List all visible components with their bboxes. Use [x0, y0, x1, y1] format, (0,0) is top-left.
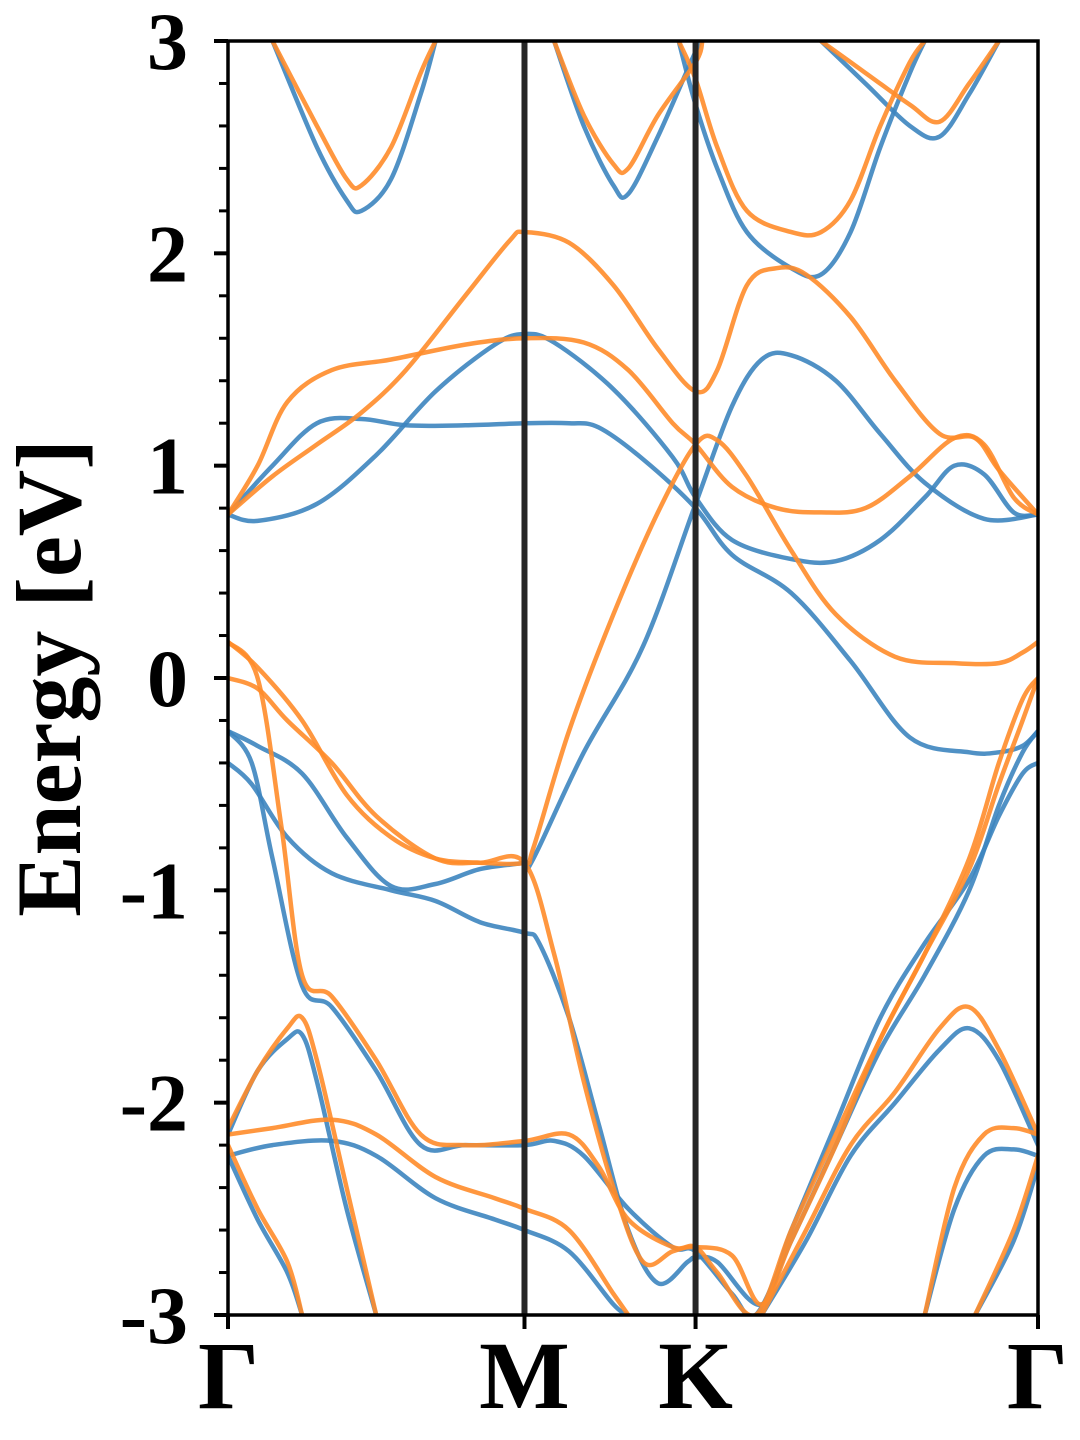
band-line-series2-9 [759, 1004, 1038, 1315]
y-tick-label: 1 [147, 421, 188, 512]
band-line-series1-14 [676, 41, 927, 280]
band-line-series1-9 [759, 1025, 1038, 1315]
band-line-series2-14 [676, 41, 927, 238]
plot-frame [226, 39, 1040, 1317]
band-line-series1-10 [922, 1146, 1038, 1315]
x-kpoint-label: K [658, 1322, 733, 1429]
band-line-series2-15 [818, 41, 1002, 125]
band-line-series1-13 [551, 41, 705, 200]
y-axis-ticks [214, 39, 228, 1317]
y-tick-label: -3 [120, 1270, 188, 1361]
band-line-series2-3 [228, 433, 1038, 867]
band-line-series1-5 [228, 728, 1038, 1315]
bands-layer [228, 41, 1038, 1315]
band-line-series1-6 [228, 1029, 379, 1315]
band-line-series2-5 [228, 639, 1038, 1315]
band-line-series1-1 [228, 331, 1038, 566]
band-line-series2-10 [922, 1125, 1038, 1315]
band-line-series2-1 [228, 229, 1038, 517]
band-line-series2-6 [228, 1013, 379, 1315]
band-line-series2-12 [270, 41, 438, 191]
band-line-series1-4 [228, 760, 1038, 1307]
x-kpoint-label: Γ [198, 1322, 259, 1429]
x-kpoint-label: Γ [1007, 1322, 1068, 1429]
y-tick-label: 0 [147, 633, 188, 724]
y-tick-label: 3 [147, 0, 188, 87]
band-line-series1-3 [228, 350, 1038, 892]
y-axis-label: Energy [eV] [0, 439, 100, 917]
band-line-series1-7 [228, 1138, 631, 1315]
band-line-series1-2 [228, 415, 1038, 756]
band-line-series2-11 [972, 1153, 1038, 1315]
band-line-series1-8 [228, 1153, 305, 1315]
x-kpoint-label: M [479, 1322, 570, 1429]
band-line-series1-12 [270, 41, 438, 215]
kpoint-dividers [521, 41, 699, 1315]
band-line-series1-15 [818, 41, 1002, 141]
y-tick-label: 2 [147, 208, 188, 299]
y-tick-label: -1 [120, 845, 188, 936]
band-line-series2-7 [228, 1117, 631, 1315]
y-tick-labels: 3 2 1 0 -1 -2 -3 [120, 0, 188, 1361]
band-line-series2-2 [228, 335, 1038, 517]
band-line-series2-8 [228, 1142, 305, 1315]
y-tick-label: -2 [120, 1058, 188, 1149]
